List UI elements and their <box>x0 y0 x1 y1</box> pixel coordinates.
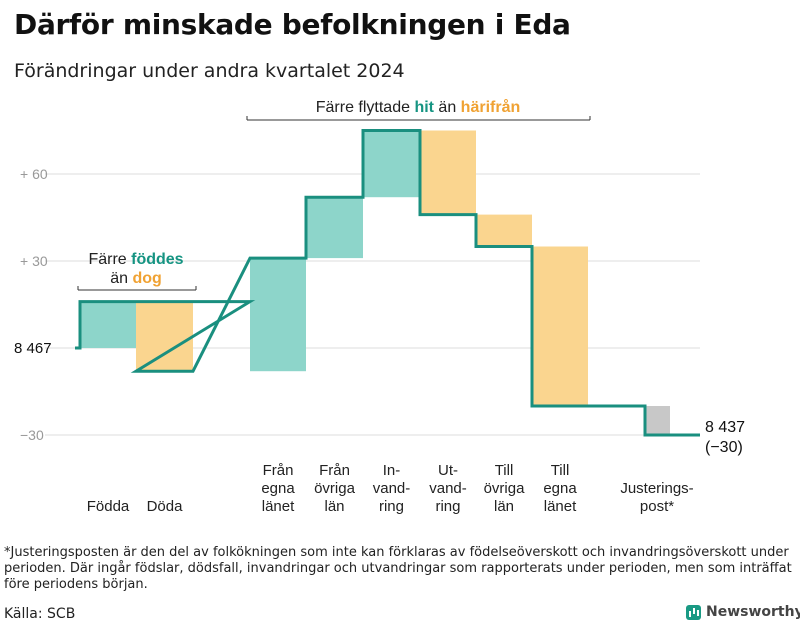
annotation-births-line1: Färre föddes <box>88 251 183 268</box>
bar-5 <box>363 130 420 198</box>
x-axis-label: Till <box>551 462 570 479</box>
bar-9 <box>645 406 670 435</box>
x-axis-label: egna <box>543 480 577 497</box>
start-value-label: 8 467 <box>14 340 52 357</box>
x-axis-label: Ut- <box>438 462 458 479</box>
x-axis-label: Döda <box>147 498 184 515</box>
bar-3 <box>250 258 306 372</box>
end-change-label: (−30) <box>705 439 743 456</box>
cumulative-line <box>75 129 700 437</box>
x-axis-label: Från <box>263 462 294 479</box>
bar-8 <box>532 246 588 406</box>
x-axis-label: vand- <box>373 480 411 497</box>
end-value-label: 8 437 <box>705 419 745 436</box>
brand-logo: Newsworthy <box>686 604 800 620</box>
x-axis-label: länet <box>262 498 295 515</box>
x-axis-label: län <box>324 498 344 515</box>
x-axis-label: egna <box>261 480 295 497</box>
source-note: Källa: SCB <box>4 606 76 622</box>
bar-4 <box>306 197 363 259</box>
x-axis-label: ring <box>379 498 404 515</box>
bar-1 <box>80 301 136 348</box>
x-axis-label: vand- <box>429 480 467 497</box>
x-axis-label: In- <box>383 462 401 479</box>
bar-6 <box>420 130 476 215</box>
annotation-births-line2: än dog <box>110 270 162 287</box>
x-axis-label: post* <box>640 498 674 515</box>
y-tick-label: + 60 <box>20 166 48 182</box>
y-tick-label: + 30 <box>20 253 48 269</box>
x-axis-label: Födda <box>87 498 130 515</box>
chart-title: Därför minskade befolkningen i Eda <box>14 8 571 41</box>
x-axis-label: övriga <box>314 480 356 497</box>
x-axis-label: län <box>494 498 514 515</box>
brand-name: Newsworthy <box>706 604 800 620</box>
x-axis-label: ring <box>435 498 460 515</box>
x-axis-label: Justerings- <box>620 480 693 497</box>
chart-subtitle: Förändringar under andra kvartalet 2024 <box>14 60 405 82</box>
footnote: *Justeringsposten är den del av folkökni… <box>4 545 792 592</box>
y-tick-label: −30 <box>20 427 44 443</box>
x-axis-label: Till <box>495 462 514 479</box>
x-axis-label: övriga <box>484 480 526 497</box>
x-axis-label: länet <box>544 498 577 515</box>
annotation-migration: Färre flyttade hit än härifrån <box>316 98 521 116</box>
bar-7 <box>476 214 532 247</box>
newsworthy-icon <box>686 604 701 620</box>
bar-2 <box>136 301 193 372</box>
x-axis-label: Från <box>319 462 350 479</box>
